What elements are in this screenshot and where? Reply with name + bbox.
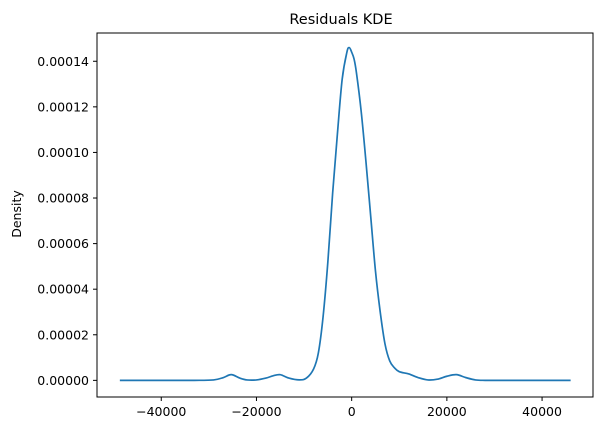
y-tick-label: 0.00006 — [37, 236, 89, 251]
x-tick-label: −40000 — [136, 404, 186, 419]
x-tick-label: 20000 — [427, 404, 467, 419]
chart-title: Residuals KDE — [289, 12, 392, 28]
plot-area — [119, 46, 571, 382]
x-tick-label: 0 — [348, 404, 356, 419]
plot-frame — [96, 32, 594, 398]
y-tick-label: 0.00010 — [37, 145, 89, 160]
y-tick-label: 0.00012 — [37, 99, 89, 114]
x-tick-label: −20000 — [231, 404, 281, 419]
kde-series-line-0 — [119, 46, 571, 382]
y-tick-label: 0.00008 — [37, 191, 89, 206]
x-tick-label: 40000 — [522, 404, 562, 419]
y-tick-label: 0.00002 — [37, 327, 89, 342]
y-tick-label: 0.00014 — [37, 54, 89, 69]
y-tick-label: 0.00000 — [37, 373, 89, 388]
y-axis-label: Density — [9, 190, 24, 238]
y-tick-label: 0.00004 — [37, 282, 89, 297]
